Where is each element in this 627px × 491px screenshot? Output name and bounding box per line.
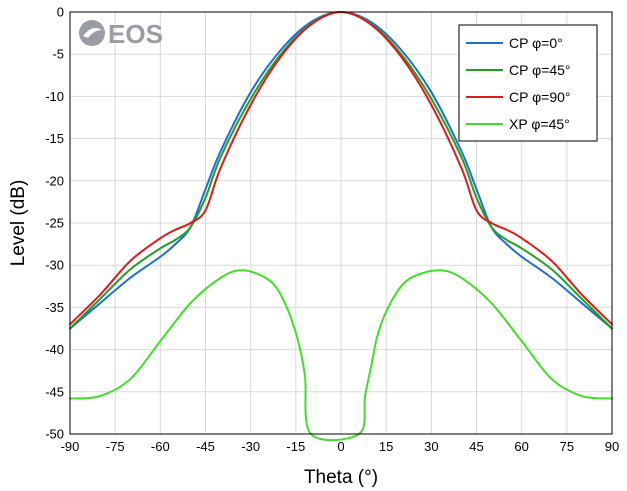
x-tick-label: -90 bbox=[61, 439, 80, 454]
y-tick-label: -40 bbox=[45, 342, 64, 357]
legend-label: XP φ=45° bbox=[509, 116, 570, 132]
y-tick-label: -35 bbox=[45, 300, 64, 315]
x-tick-label: 60 bbox=[514, 439, 528, 454]
eos-logo-text: EOS bbox=[108, 19, 163, 49]
legend-box bbox=[458, 24, 598, 142]
x-tick-label: 75 bbox=[560, 439, 574, 454]
y-tick-label: -10 bbox=[45, 89, 64, 104]
legend: CP φ=0° CP φ=45° CP φ=90° XP φ=45° bbox=[458, 24, 598, 142]
y-tick-label: -50 bbox=[45, 427, 64, 442]
x-tick-label: -60 bbox=[151, 439, 170, 454]
x-tick-label: 15 bbox=[379, 439, 393, 454]
series-line-xp-phi45 bbox=[69, 269, 613, 442]
y-axis-title: Level (dB) bbox=[8, 180, 29, 267]
legend-label: CP φ=0° bbox=[509, 35, 563, 51]
x-axis-title: Theta (°) bbox=[304, 467, 378, 488]
legend-label: CP φ=90° bbox=[509, 89, 571, 105]
y-tick-label: -30 bbox=[45, 258, 64, 273]
y-tick-label: -25 bbox=[45, 216, 64, 231]
legend-label: CP φ=45° bbox=[509, 62, 571, 78]
x-tick-label: -30 bbox=[241, 439, 260, 454]
y-tick-label: -20 bbox=[45, 173, 64, 188]
x-tick-label: -75 bbox=[106, 439, 125, 454]
x-tick-label: -15 bbox=[286, 439, 305, 454]
eos-logo-icon bbox=[79, 20, 105, 46]
x-tick-label: 45 bbox=[469, 439, 483, 454]
x-tick-label: 90 bbox=[605, 439, 619, 454]
y-tick-label: 0 bbox=[57, 5, 64, 20]
y-tick-label: -5 bbox=[52, 47, 64, 62]
y-tick-label: -15 bbox=[45, 131, 64, 146]
eos-logo: EOS bbox=[79, 19, 163, 49]
tick-labels: -90 -75 -60 -45 -30 -15 0 15 30 45 60 75 90 0 -5 -10 -15… bbox=[45, 5, 619, 455]
y-tick-label: -45 bbox=[45, 384, 64, 399]
x-tick-label: -45 bbox=[196, 439, 215, 454]
x-tick-label: 30 bbox=[424, 439, 438, 454]
x-tick-label: 0 bbox=[337, 439, 344, 454]
plot-frame bbox=[69, 11, 613, 435]
